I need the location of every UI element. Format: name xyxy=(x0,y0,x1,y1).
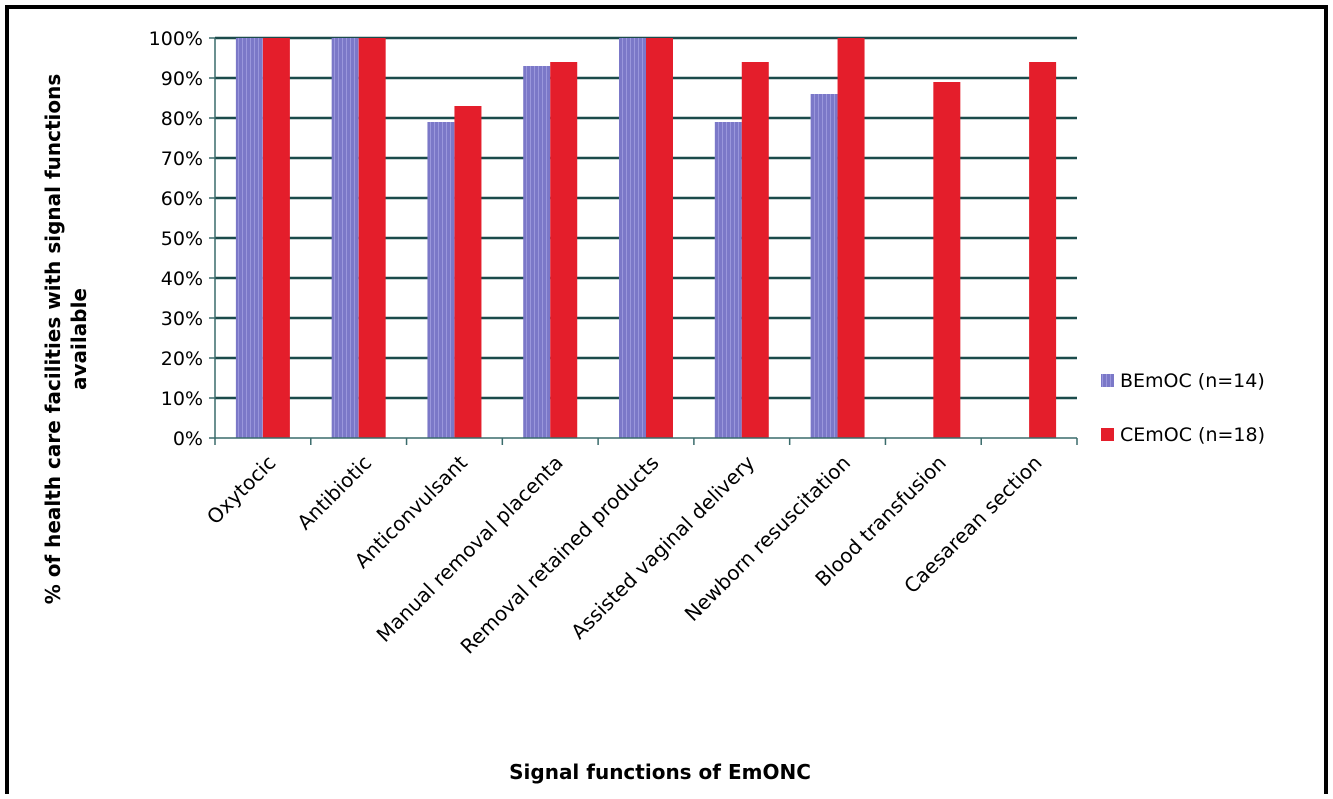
axes xyxy=(209,37,1078,445)
y-tick-label: 0% xyxy=(173,428,203,450)
bar-bemoc xyxy=(331,38,359,438)
bar-cemoc xyxy=(454,106,482,438)
y-tick-label: 10% xyxy=(161,388,203,410)
x-tick-label: Removal retained products xyxy=(456,451,664,659)
legend-label: CEmOC (n=18) xyxy=(1120,424,1265,446)
y-axis-title-line-1: % of health care facilities with signal … xyxy=(41,74,65,605)
bar-bemoc xyxy=(427,122,455,438)
legend: BEmOC (n=14) CEmOC (n=18) xyxy=(1101,370,1265,446)
chart-frame xyxy=(5,5,1328,794)
y-axis-title: % of health care facilities with signal … xyxy=(41,74,91,605)
legend-swatch xyxy=(1101,428,1114,441)
bar-bemoc xyxy=(619,38,646,438)
y-tick-label: 60% xyxy=(161,188,203,210)
y-tick-label: 70% xyxy=(161,148,203,170)
legend-swatch xyxy=(1101,374,1114,387)
bar-cemoc xyxy=(933,82,961,438)
bars xyxy=(235,38,1057,438)
bar-cemoc xyxy=(646,38,673,438)
bar-cemoc xyxy=(358,38,386,438)
bar-bemoc xyxy=(235,38,263,438)
x-axis-title: Signal functions of EmONC xyxy=(509,760,811,784)
bar-bemoc xyxy=(714,122,742,438)
bar-cemoc xyxy=(262,38,290,438)
bar-cemoc xyxy=(550,62,578,438)
bar-bemoc xyxy=(523,66,551,438)
y-tick-label: 100% xyxy=(149,28,203,50)
y-tick-labels: 0% 10% 20% 30% 40% 50% 60% 70% 80% 90% 100% xyxy=(149,28,203,450)
bar-cemoc xyxy=(837,38,865,438)
bar-bemoc xyxy=(810,94,838,438)
y-tick-label: 90% xyxy=(161,68,203,90)
y-tick-label: 80% xyxy=(161,108,203,130)
x-tick-label: Antibiotic xyxy=(292,451,376,535)
y-tick-label: 30% xyxy=(161,308,203,330)
bar-cemoc xyxy=(1029,62,1057,438)
x-tick-label: Oxytocic xyxy=(202,451,281,530)
x-tick-label: Newborn resuscitation xyxy=(680,451,855,626)
y-tick-label: 40% xyxy=(161,268,203,290)
y-tick-label: 50% xyxy=(161,228,203,250)
bar-cemoc xyxy=(741,62,769,438)
x-tick-label: Manual removal placenta xyxy=(372,451,568,647)
y-tick-label: 20% xyxy=(161,348,203,370)
y-axis-title-line-2: available xyxy=(67,288,91,390)
x-tick-label: Assisted vaginal delivery xyxy=(566,450,759,643)
legend-label: BEmOC (n=14) xyxy=(1120,370,1265,392)
